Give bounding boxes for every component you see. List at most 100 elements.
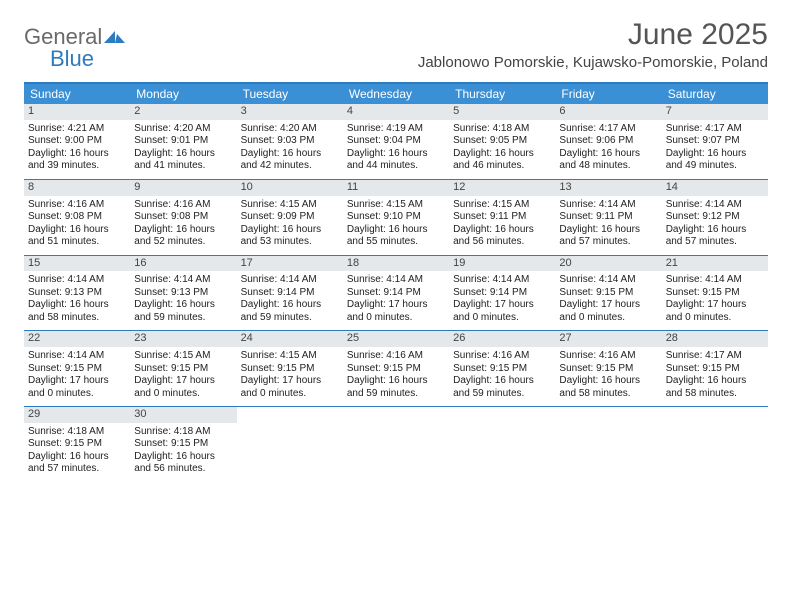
- sunrise-text: Sunrise: 4:14 AM: [347, 274, 445, 287]
- day-number: 25: [343, 331, 449, 347]
- day-cell: 17Sunrise: 4:14 AMSunset: 9:14 PMDayligh…: [237, 256, 343, 331]
- daylight-text: Daylight: 16 hours and 55 minutes.: [347, 224, 445, 249]
- empty-cell: [343, 407, 449, 482]
- sunset-text: Sunset: 9:15 PM: [241, 363, 339, 376]
- sunset-text: Sunset: 9:14 PM: [347, 287, 445, 300]
- sunrise-text: Sunrise: 4:14 AM: [559, 199, 657, 212]
- sunrise-text: Sunrise: 4:15 AM: [453, 199, 551, 212]
- day-number: 26: [449, 331, 555, 347]
- day-number: 9: [130, 180, 236, 196]
- day-cell: 18 Sunrise: 4:14 AMSunset: 9:14 PMDayligh…: [343, 256, 449, 331]
- sunrise-text: Sunrise: 4:15 AM: [241, 350, 339, 363]
- day-cell: 20Sunrise: 4:14 AMSunset: 9:15 PMDayligh…: [555, 256, 661, 331]
- daylight-text: Daylight: 17 hours and 0 minutes.: [347, 299, 445, 324]
- sunrise-text: Sunrise: 4:17 AM: [666, 123, 764, 136]
- day-cell: 10Sunrise: 4:15 AMSunset: 9:09 PMDayligh…: [237, 180, 343, 255]
- daylight-text: Daylight: 16 hours and 59 minutes.: [134, 299, 232, 324]
- empty-cell: [237, 407, 343, 482]
- day-number: 12: [449, 180, 555, 196]
- sunrise-text: Sunrise: 4:16 AM: [347, 350, 445, 363]
- daylight-text: Daylight: 16 hours and 57 minutes.: [666, 224, 764, 249]
- sunrise-text: Sunrise: 4:16 AM: [559, 350, 657, 363]
- sunrise-text: Sunrise: 4:14 AM: [241, 274, 339, 287]
- day-cell: 21 Sunrise: 4:14 AMSunset: 9:15 PMDayligh…: [662, 256, 768, 331]
- sunrise-text: Sunrise: 4:17 AM: [666, 350, 764, 363]
- day-cell: 12Sunrise: 4:15 AMSunset: 9:11 PMDayligh…: [449, 180, 555, 255]
- weekday-header: Thursday: [449, 84, 555, 104]
- sunrise-text: Sunrise: 4:14 AM: [666, 199, 764, 212]
- sunrise-text: Sunrise: 4:14 AM: [666, 274, 764, 287]
- sunset-text: Sunset: 9:01 PM: [134, 135, 232, 148]
- sunrise-text: Sunrise: 4:16 AM: [453, 350, 551, 363]
- daylight-text: Daylight: 16 hours and 44 minutes.: [347, 148, 445, 173]
- daylight-text: Daylight: 16 hours and 57 minutes.: [559, 224, 657, 249]
- daylight-text: Daylight: 16 hours and 58 minutes.: [28, 299, 126, 324]
- daylight-text: Daylight: 16 hours and 59 minutes.: [347, 375, 445, 400]
- day-number: 14: [662, 180, 768, 196]
- sunrise-text: Sunrise: 4:19 AM: [347, 123, 445, 136]
- weekday-header: Friday: [555, 84, 661, 104]
- sunrise-text: Sunrise: 4:18 AM: [28, 426, 126, 439]
- sunset-text: Sunset: 9:05 PM: [453, 135, 551, 148]
- week-row: 1Sunrise: 4:21 AMSunset: 9:00 PMDaylight…: [24, 104, 768, 180]
- day-number: 29: [24, 407, 130, 423]
- sunrise-text: Sunrise: 4:16 AM: [28, 199, 126, 212]
- sunset-text: Sunset: 9:08 PM: [28, 211, 126, 224]
- day-cell: 1Sunrise: 4:21 AMSunset: 9:00 PMDaylight…: [24, 104, 130, 179]
- week-row: 8Sunrise: 4:16 AMSunset: 9:08 PMDaylight…: [24, 180, 768, 256]
- sunrise-text: Sunrise: 4:20 AM: [241, 123, 339, 136]
- sunset-text: Sunset: 9:14 PM: [453, 287, 551, 300]
- sunset-text: Sunset: 9:15 PM: [28, 363, 126, 376]
- daylight-text: Daylight: 16 hours and 56 minutes.: [134, 451, 232, 476]
- week-row: 22Sunrise: 4:14 AMSunset: 9:15 PMDayligh…: [24, 331, 768, 407]
- sunset-text: Sunset: 9:11 PM: [453, 211, 551, 224]
- day-cell: 23Sunrise: 4:15 AMSunset: 9:15 PMDayligh…: [130, 331, 236, 406]
- sunset-text: Sunset: 9:15 PM: [559, 363, 657, 376]
- daylight-text: Daylight: 16 hours and 58 minutes.: [666, 375, 764, 400]
- day-number: 28: [662, 331, 768, 347]
- day-number: 3: [237, 104, 343, 120]
- day-cell: 30Sunrise: 4:18 AMSunset: 9:15 PMDayligh…: [130, 407, 236, 482]
- day-number: 20: [555, 256, 661, 272]
- daylight-text: Daylight: 16 hours and 42 minutes.: [241, 148, 339, 173]
- sunrise-text: Sunrise: 4:18 AM: [134, 426, 232, 439]
- sunrise-text: Sunrise: 4:14 AM: [28, 274, 126, 287]
- day-cell: 3Sunrise: 4:20 AMSunset: 9:03 PMDaylight…: [237, 104, 343, 179]
- daylight-text: Daylight: 16 hours and 48 minutes.: [559, 148, 657, 173]
- sunrise-text: Sunrise: 4:14 AM: [28, 350, 126, 363]
- day-number: 27: [555, 331, 661, 347]
- sunset-text: Sunset: 9:15 PM: [666, 287, 764, 300]
- title-block: June 2025 Jablonowo Pomorskie, Kujawsko-…: [418, 18, 768, 71]
- day-cell: 24Sunrise: 4:15 AMSunset: 9:15 PMDayligh…: [237, 331, 343, 406]
- day-cell: 4Sunrise: 4:19 AMSunset: 9:04 PMDaylight…: [343, 104, 449, 179]
- day-number: 15: [24, 256, 130, 272]
- weekday-header: Sunday: [24, 84, 130, 104]
- sunset-text: Sunset: 9:13 PM: [134, 287, 232, 300]
- daylight-text: Daylight: 16 hours and 58 minutes.: [559, 375, 657, 400]
- day-cell: 25 Sunrise: 4:16 AMSunset: 9:15 PMDayligh…: [343, 331, 449, 406]
- daylight-text: Daylight: 16 hours and 46 minutes.: [453, 148, 551, 173]
- day-number: 5: [449, 104, 555, 120]
- month-title: June 2025: [418, 18, 768, 52]
- sunset-text: Sunset: 9:14 PM: [241, 287, 339, 300]
- day-number: 18: [343, 256, 449, 272]
- day-number: 21: [662, 256, 768, 272]
- sunset-text: Sunset: 9:13 PM: [28, 287, 126, 300]
- daylight-text: Daylight: 17 hours and 0 minutes.: [134, 375, 232, 400]
- sunset-text: Sunset: 9:15 PM: [347, 363, 445, 376]
- sunrise-text: Sunrise: 4:21 AM: [28, 123, 126, 136]
- day-cell: 5Sunrise: 4:18 AMSunset: 9:05 PMDaylight…: [449, 104, 555, 179]
- day-cell: 19Sunrise: 4:14 AMSunset: 9:14 PMDayligh…: [449, 256, 555, 331]
- daylight-text: Daylight: 16 hours and 53 minutes.: [241, 224, 339, 249]
- page-header: GeneralBlue June 2025 Jablonowo Pomorski…: [24, 18, 768, 72]
- sunset-text: Sunset: 9:12 PM: [666, 211, 764, 224]
- day-cell: 2Sunrise: 4:20 AMSunset: 9:01 PMDaylight…: [130, 104, 236, 179]
- sunset-text: Sunset: 9:10 PM: [347, 211, 445, 224]
- day-cell: 26Sunrise: 4:16 AMSunset: 9:15 PMDayligh…: [449, 331, 555, 406]
- sunrise-text: Sunrise: 4:20 AM: [134, 123, 232, 136]
- logo: GeneralBlue: [24, 18, 126, 72]
- daylight-text: Daylight: 17 hours and 0 minutes.: [666, 299, 764, 324]
- sunrise-text: Sunrise: 4:15 AM: [241, 199, 339, 212]
- daylight-text: Daylight: 17 hours and 0 minutes.: [28, 375, 126, 400]
- empty-cell: [449, 407, 555, 482]
